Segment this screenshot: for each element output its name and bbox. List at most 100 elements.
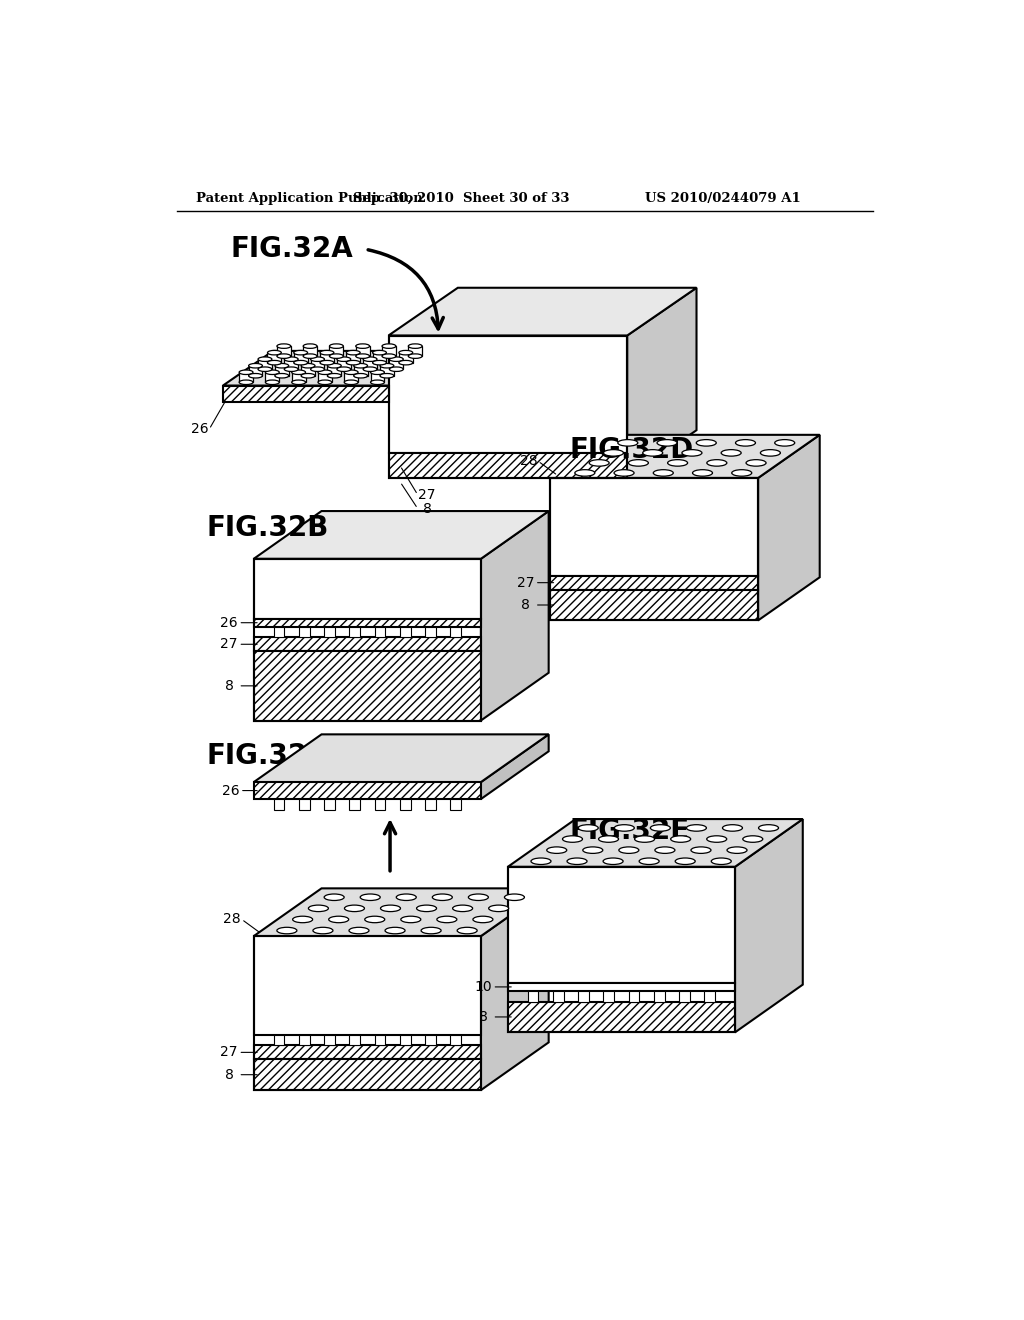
Ellipse shape bbox=[721, 450, 741, 457]
Bar bbox=[299, 627, 309, 638]
Bar bbox=[299, 799, 309, 809]
Bar bbox=[373, 352, 386, 363]
Text: 8: 8 bbox=[521, 598, 530, 612]
Ellipse shape bbox=[505, 894, 524, 900]
Bar bbox=[527, 991, 539, 1002]
Bar bbox=[389, 359, 403, 370]
Text: 27: 27 bbox=[517, 576, 535, 590]
Bar bbox=[273, 627, 285, 638]
Bar bbox=[508, 983, 735, 991]
Ellipse shape bbox=[396, 894, 417, 900]
Ellipse shape bbox=[409, 354, 422, 359]
Ellipse shape bbox=[696, 440, 716, 446]
Ellipse shape bbox=[742, 836, 763, 842]
Bar bbox=[328, 366, 341, 376]
Bar bbox=[330, 346, 343, 356]
Ellipse shape bbox=[293, 916, 312, 923]
Bar bbox=[349, 799, 360, 809]
Bar bbox=[603, 991, 614, 1002]
Ellipse shape bbox=[599, 836, 618, 842]
Ellipse shape bbox=[723, 825, 742, 832]
Ellipse shape bbox=[346, 360, 360, 364]
Bar bbox=[273, 799, 285, 809]
Polygon shape bbox=[508, 818, 803, 867]
Ellipse shape bbox=[380, 374, 394, 378]
Bar bbox=[267, 352, 282, 363]
Ellipse shape bbox=[303, 345, 317, 348]
Ellipse shape bbox=[355, 354, 370, 359]
Bar bbox=[285, 359, 298, 370]
Bar bbox=[553, 991, 564, 1002]
Polygon shape bbox=[735, 818, 803, 1032]
Bar bbox=[321, 352, 334, 363]
Text: 8: 8 bbox=[479, 1010, 487, 1024]
Ellipse shape bbox=[574, 470, 595, 477]
Bar bbox=[265, 372, 280, 383]
Bar bbox=[240, 372, 253, 383]
Bar bbox=[254, 936, 481, 1035]
Ellipse shape bbox=[276, 927, 297, 933]
Ellipse shape bbox=[691, 847, 711, 854]
Polygon shape bbox=[388, 288, 696, 335]
Bar bbox=[451, 627, 461, 638]
Bar bbox=[324, 627, 335, 638]
Bar bbox=[353, 366, 368, 376]
Text: 28: 28 bbox=[223, 912, 241, 927]
Bar bbox=[254, 1059, 481, 1090]
Polygon shape bbox=[254, 511, 549, 558]
Ellipse shape bbox=[249, 363, 262, 368]
Ellipse shape bbox=[409, 345, 422, 348]
Ellipse shape bbox=[583, 847, 603, 854]
Text: FIG.32C: FIG.32C bbox=[206, 742, 328, 770]
Ellipse shape bbox=[617, 440, 638, 446]
Bar bbox=[375, 1035, 385, 1045]
Ellipse shape bbox=[761, 450, 780, 457]
Ellipse shape bbox=[353, 363, 368, 368]
Ellipse shape bbox=[759, 825, 778, 832]
Polygon shape bbox=[481, 888, 549, 1090]
Bar bbox=[654, 991, 665, 1002]
Ellipse shape bbox=[650, 825, 671, 832]
Bar bbox=[508, 867, 735, 983]
Ellipse shape bbox=[303, 354, 317, 359]
Ellipse shape bbox=[308, 906, 329, 912]
Bar bbox=[371, 372, 384, 383]
Ellipse shape bbox=[668, 459, 688, 466]
Text: 10: 10 bbox=[474, 979, 493, 994]
Text: 28: 28 bbox=[520, 454, 538, 469]
Ellipse shape bbox=[318, 380, 332, 384]
Polygon shape bbox=[388, 351, 438, 403]
Ellipse shape bbox=[655, 847, 675, 854]
Text: 8: 8 bbox=[224, 1068, 233, 1081]
Ellipse shape bbox=[240, 370, 253, 375]
Ellipse shape bbox=[274, 374, 289, 378]
Bar bbox=[299, 1035, 309, 1045]
Polygon shape bbox=[628, 288, 696, 478]
Text: US 2010/0244079 A1: US 2010/0244079 A1 bbox=[645, 191, 801, 205]
Ellipse shape bbox=[567, 858, 587, 865]
Ellipse shape bbox=[603, 858, 623, 865]
Polygon shape bbox=[481, 511, 549, 721]
Ellipse shape bbox=[240, 380, 253, 384]
Ellipse shape bbox=[285, 367, 298, 371]
Ellipse shape bbox=[707, 459, 727, 466]
Bar bbox=[388, 335, 628, 453]
Text: 26: 26 bbox=[191, 422, 209, 437]
Ellipse shape bbox=[337, 356, 351, 362]
Ellipse shape bbox=[325, 894, 344, 900]
Bar bbox=[375, 627, 385, 638]
Ellipse shape bbox=[265, 370, 280, 375]
Bar bbox=[508, 1002, 735, 1032]
Bar bbox=[274, 366, 289, 376]
Ellipse shape bbox=[457, 927, 477, 933]
Ellipse shape bbox=[258, 367, 272, 371]
Text: 27: 27 bbox=[220, 1045, 238, 1060]
Ellipse shape bbox=[775, 440, 795, 446]
Ellipse shape bbox=[635, 836, 654, 842]
Ellipse shape bbox=[707, 836, 727, 842]
Ellipse shape bbox=[589, 459, 609, 466]
Ellipse shape bbox=[292, 370, 305, 375]
Ellipse shape bbox=[371, 370, 384, 375]
Ellipse shape bbox=[364, 367, 377, 371]
Bar bbox=[375, 799, 385, 809]
